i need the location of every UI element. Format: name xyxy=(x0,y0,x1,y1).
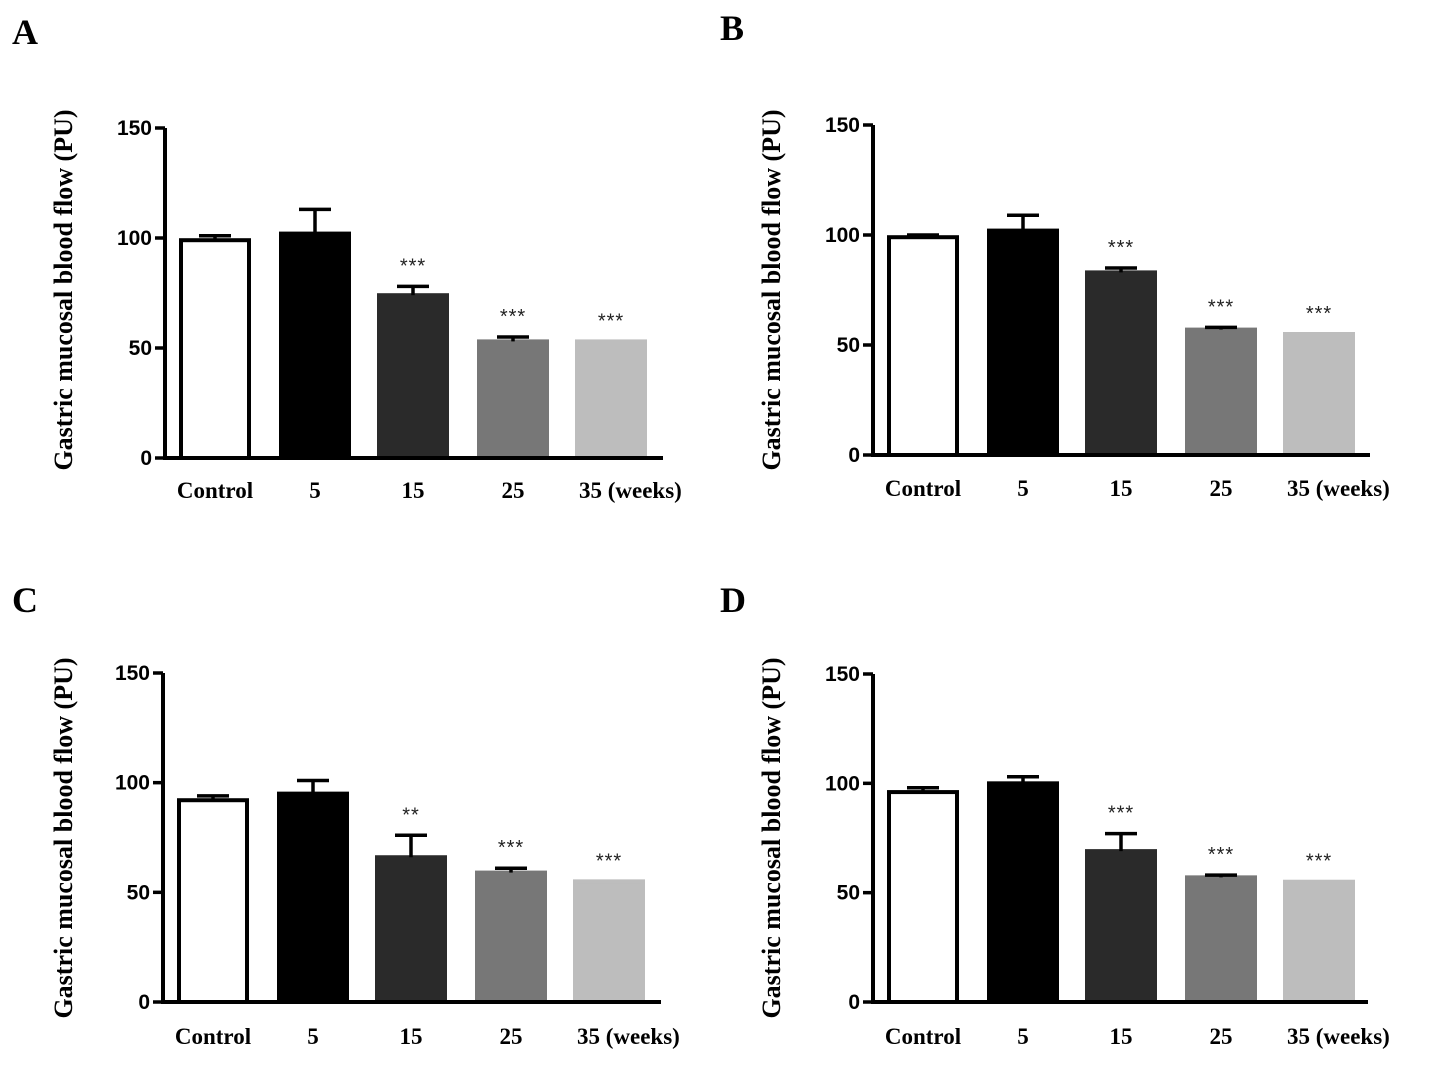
category-label-1: 5 xyxy=(1017,1024,1029,1049)
bar-4 xyxy=(1283,332,1355,457)
category-label-3: 25 xyxy=(502,478,525,503)
y-tick-label-0: 0 xyxy=(848,444,860,467)
panel-c: C Gastric mucosal blood flow (PU) Control 5… xyxy=(12,580,680,1049)
significance-label-2: *** xyxy=(1108,803,1134,825)
y-tick-label-3: 150 xyxy=(825,114,860,137)
bar-1 xyxy=(277,791,349,1005)
significance-label-2: ** xyxy=(402,804,420,826)
y-tick-label-1: 50 xyxy=(837,334,860,357)
significance-label-3: *** xyxy=(498,837,524,859)
category-label-1: 5 xyxy=(309,478,321,503)
y-tick-label-3: 150 xyxy=(115,662,150,685)
y-tick-label-1: 50 xyxy=(127,881,150,904)
category-label-1: 5 xyxy=(307,1024,319,1049)
bar-2 xyxy=(1085,849,1157,1004)
panel-letter: C xyxy=(12,580,38,620)
y-tick-label-1: 50 xyxy=(129,337,152,360)
category-label-0: Control xyxy=(177,478,253,503)
bar-3 xyxy=(1185,875,1257,1004)
bar-3 xyxy=(475,870,547,1004)
bar-0 xyxy=(887,790,959,1005)
y-tick-label-1: 50 xyxy=(837,882,860,905)
bar-3 xyxy=(477,339,549,460)
panel-letter: B xyxy=(720,8,744,48)
bar-0 xyxy=(179,238,251,460)
significance-label-4: *** xyxy=(596,850,622,872)
category-label-2: 15 xyxy=(400,1024,423,1049)
significance-label-2: *** xyxy=(400,255,426,277)
y-tick-label-2: 100 xyxy=(825,772,860,795)
y-axis-label: Gastric mucosal blood flow (PU) xyxy=(49,657,78,1018)
panel-d: D Gastric mucosal blood flow (PU) Control 5… xyxy=(720,580,1390,1049)
significance-label-3: *** xyxy=(1208,296,1234,318)
category-label-2: 15 xyxy=(1110,476,1133,501)
bar-2 xyxy=(377,293,449,461)
category-label-3: 25 xyxy=(500,1024,523,1049)
bar-1 xyxy=(987,781,1059,1004)
bar-4 xyxy=(1283,879,1355,1005)
y-tick-label-0: 0 xyxy=(140,447,152,470)
bar-2 xyxy=(375,855,447,1004)
bar-3 xyxy=(1185,327,1257,458)
y-tick-label-3: 150 xyxy=(825,663,860,686)
category-label-0: Control xyxy=(885,476,961,501)
y-tick-label-2: 100 xyxy=(825,224,860,247)
bar-4 xyxy=(573,879,645,1004)
category-label-4: 35 (weeks) xyxy=(1287,1024,1390,1049)
y-axis-label: Gastric mucosal blood flow (PU) xyxy=(757,109,786,470)
bar-0 xyxy=(887,235,959,457)
y-tick-label-2: 100 xyxy=(115,772,150,795)
significance-label-4: *** xyxy=(1306,851,1332,873)
significance-label-2: *** xyxy=(1108,237,1134,259)
panel-a: A Gastric mucosal blood flow (PU) Control 5… xyxy=(12,12,682,503)
y-tick-label-0: 0 xyxy=(138,991,150,1014)
y-tick-label-2: 100 xyxy=(117,227,152,250)
y-tick-label-3: 150 xyxy=(117,117,152,140)
category-label-3: 25 xyxy=(1210,1024,1233,1049)
category-label-2: 15 xyxy=(402,478,425,503)
bar-2 xyxy=(1085,270,1157,457)
significance-label-3: *** xyxy=(1208,844,1234,866)
panel-letter: D xyxy=(720,580,746,620)
bar-4 xyxy=(575,339,647,460)
panel-letter: A xyxy=(12,12,38,52)
bar-0 xyxy=(177,798,249,1004)
panel-b: B Gastric mucosal blood flow (PU) Control 5… xyxy=(720,8,1390,501)
significance-label-4: *** xyxy=(1306,303,1332,325)
y-axis-label: Gastric mucosal blood flow (PU) xyxy=(757,657,786,1018)
significance-label-3: *** xyxy=(500,306,526,328)
y-tick-label-0: 0 xyxy=(848,991,860,1014)
category-label-0: Control xyxy=(885,1024,961,1049)
category-label-4: 35 (weeks) xyxy=(579,478,682,503)
category-label-1: 5 xyxy=(1017,476,1029,501)
significance-label-4: *** xyxy=(598,310,624,332)
bar-1 xyxy=(279,231,351,460)
category-label-3: 25 xyxy=(1210,476,1233,501)
y-axis-label: Gastric mucosal blood flow (PU) xyxy=(49,109,78,470)
bar-1 xyxy=(987,228,1059,457)
category-label-0: Control xyxy=(175,1024,251,1049)
category-label-4: 35 (weeks) xyxy=(577,1024,680,1049)
category-label-4: 35 (weeks) xyxy=(1287,476,1390,501)
category-label-2: 15 xyxy=(1110,1024,1133,1049)
